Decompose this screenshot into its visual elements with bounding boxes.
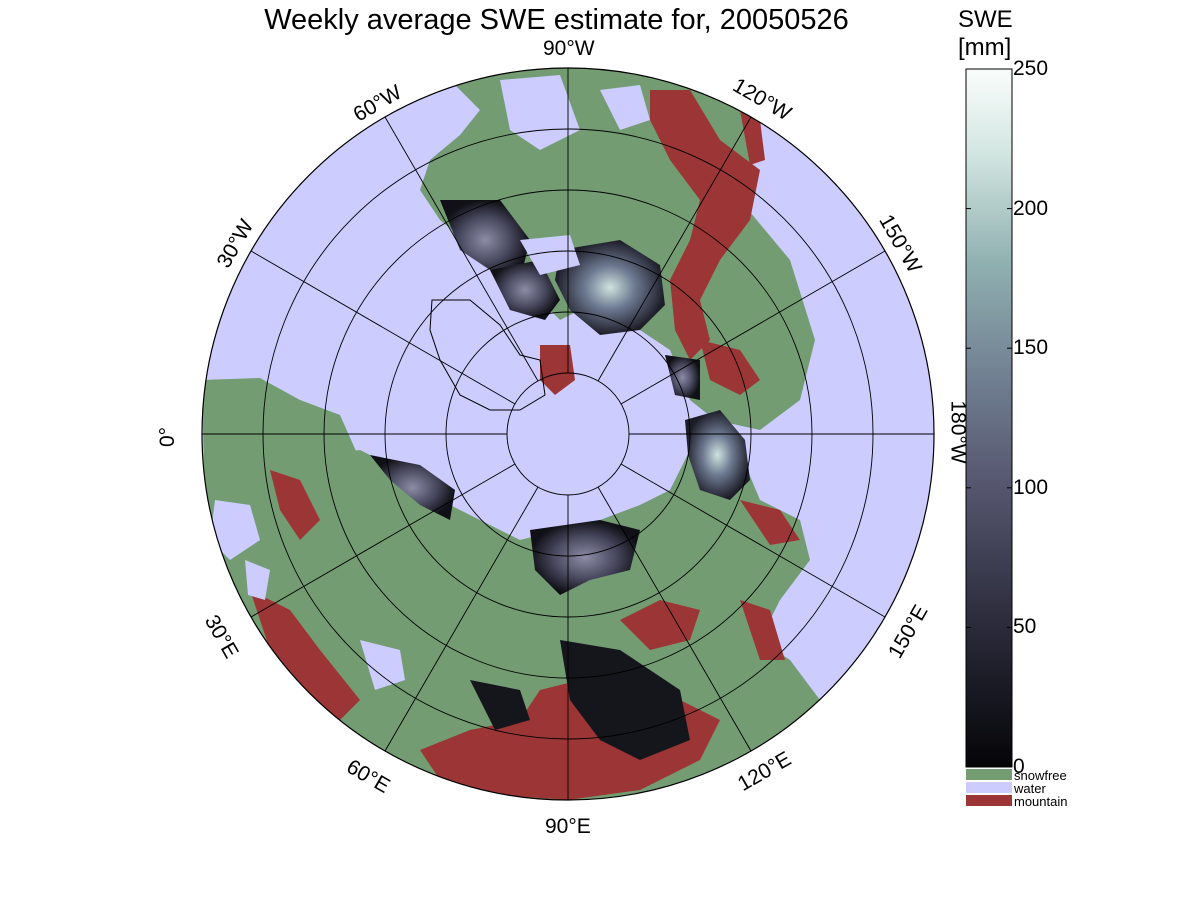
colorbar-title-line1: SWE: [958, 6, 1013, 33]
greenland-outline: [429, 299, 546, 411]
colorbar-tick-label: 200: [1013, 196, 1049, 220]
colorbar-tick-label: 50: [1013, 615, 1037, 639]
lon-label-90w: 90°W: [543, 37, 595, 60]
lon-label-90e: 90°E: [545, 815, 591, 838]
arctic-lakes: [210, 75, 650, 690]
legend-label-mountain: mountain: [1014, 794, 1068, 809]
colorbar-title-line2: [mm]: [958, 34, 1012, 61]
legend-swatch-snowfree: [966, 769, 1012, 780]
map-title: Weekly average SWE estimate for, 2005052…: [264, 4, 849, 36]
legend-swatch-water: [966, 782, 1012, 793]
colorbar-tick-label: 0: [1013, 755, 1025, 778]
legend-swatch-mountain: [966, 795, 1012, 806]
colorbar-tick-label: 150: [1013, 336, 1049, 360]
colorbar-tick-label: 250: [1013, 57, 1049, 80]
colorbar-tick-label: 100: [1013, 475, 1049, 499]
swe-snow-areas: [370, 200, 750, 760]
graticule: [201, 67, 935, 801]
legend-label-water: water: [1014, 781, 1046, 796]
legend-label-snowfree: snowfree: [1014, 768, 1067, 783]
